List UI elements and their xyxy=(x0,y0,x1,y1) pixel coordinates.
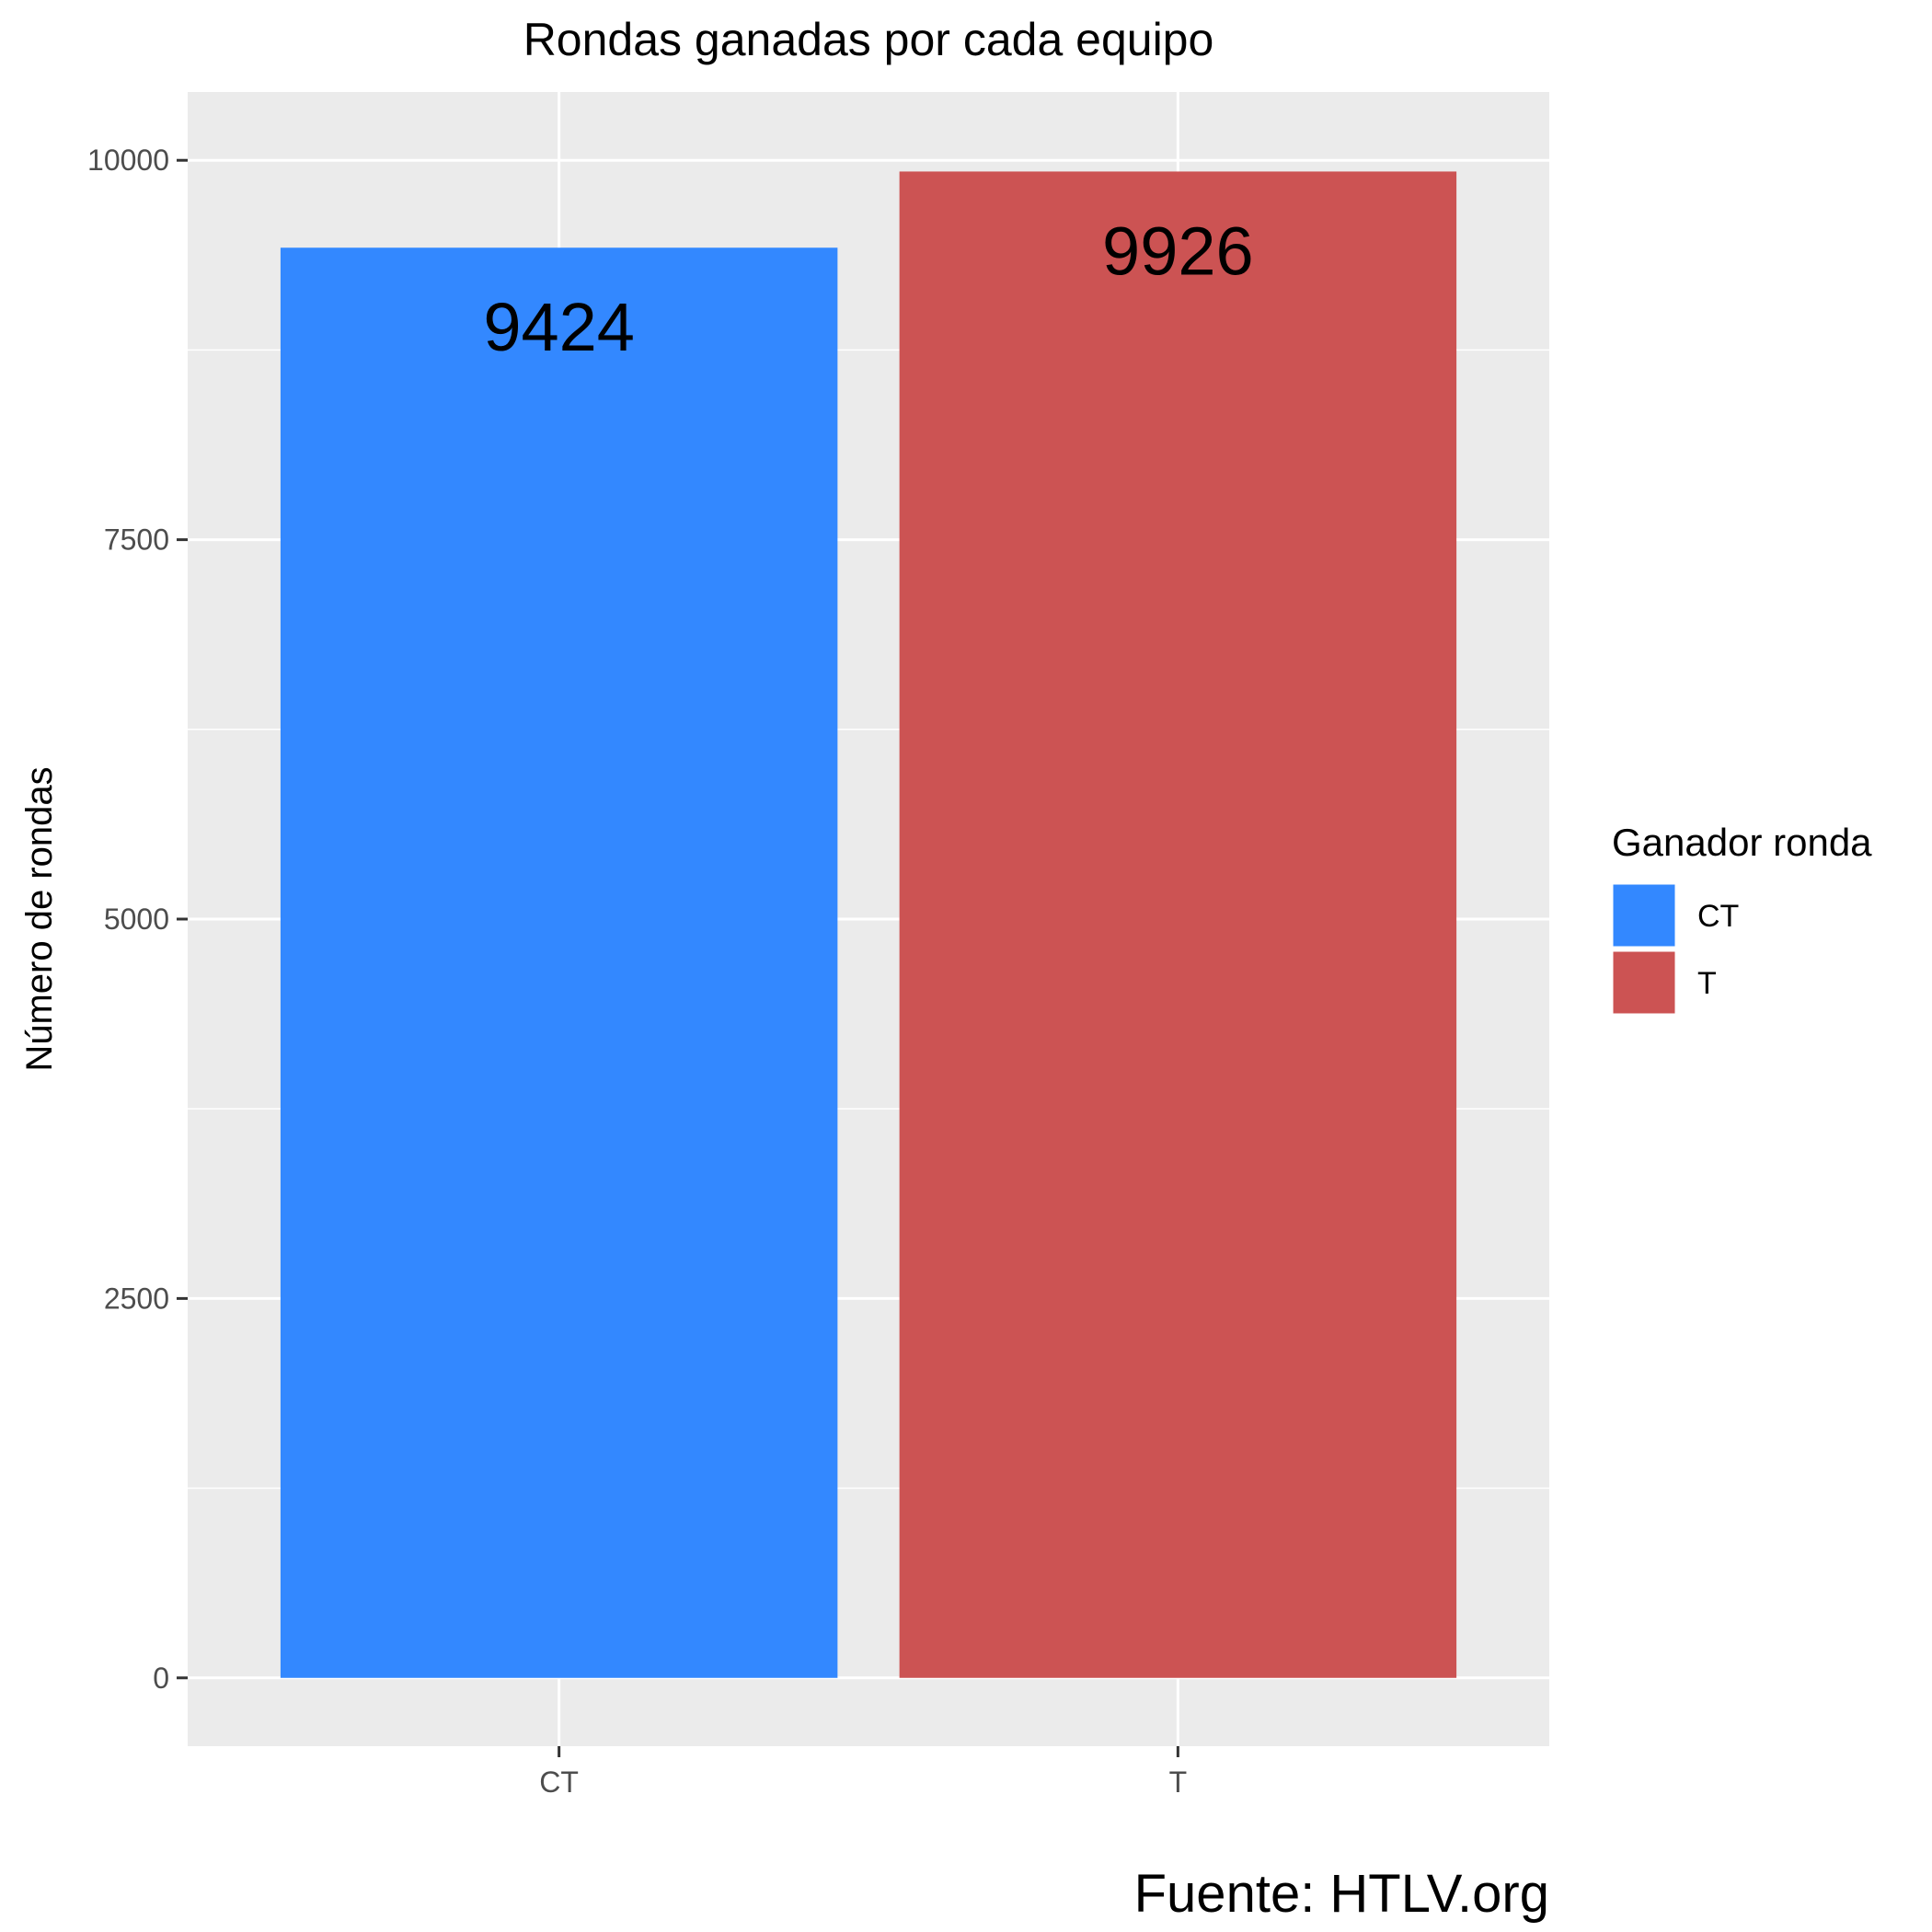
legend-entries: CT T xyxy=(1610,881,1739,1017)
bar-label-t: 9926 xyxy=(1102,213,1254,289)
y-tick-label: 0 xyxy=(153,1662,169,1695)
x-axis: CT T xyxy=(539,1746,1187,1799)
legend-label-t: T xyxy=(1697,966,1717,1001)
legend-title: Ganador ronda xyxy=(1612,821,1872,864)
y-axis-title: Número de rondas xyxy=(19,766,60,1071)
source-caption: Fuente: HTLV.org xyxy=(1134,1864,1549,1924)
legend-swatch-t xyxy=(1610,949,1678,1017)
legend: Ganador ronda CT T xyxy=(1610,821,1872,1017)
bar-t xyxy=(899,171,1457,1678)
legend-label-ct: CT xyxy=(1697,899,1739,934)
bar-labels: 9424 9926 xyxy=(483,213,1253,365)
y-tick-label: 2500 xyxy=(104,1282,169,1315)
bar-ct xyxy=(280,247,838,1678)
x-tick-label: CT xyxy=(539,1765,579,1799)
chart-title: Rondas ganadas por cada equipo xyxy=(523,14,1214,65)
bars xyxy=(280,171,1457,1678)
bar-label-ct: 9424 xyxy=(483,289,635,365)
y-tick-label: 7500 xyxy=(104,523,169,557)
y-axis: 0 2500 5000 7500 10000 xyxy=(87,144,188,1695)
x-tick-label: T xyxy=(1169,1765,1188,1799)
y-tick-label: 10000 xyxy=(87,144,169,177)
legend-swatch-ct xyxy=(1610,881,1678,949)
y-tick-label: 5000 xyxy=(104,903,169,936)
